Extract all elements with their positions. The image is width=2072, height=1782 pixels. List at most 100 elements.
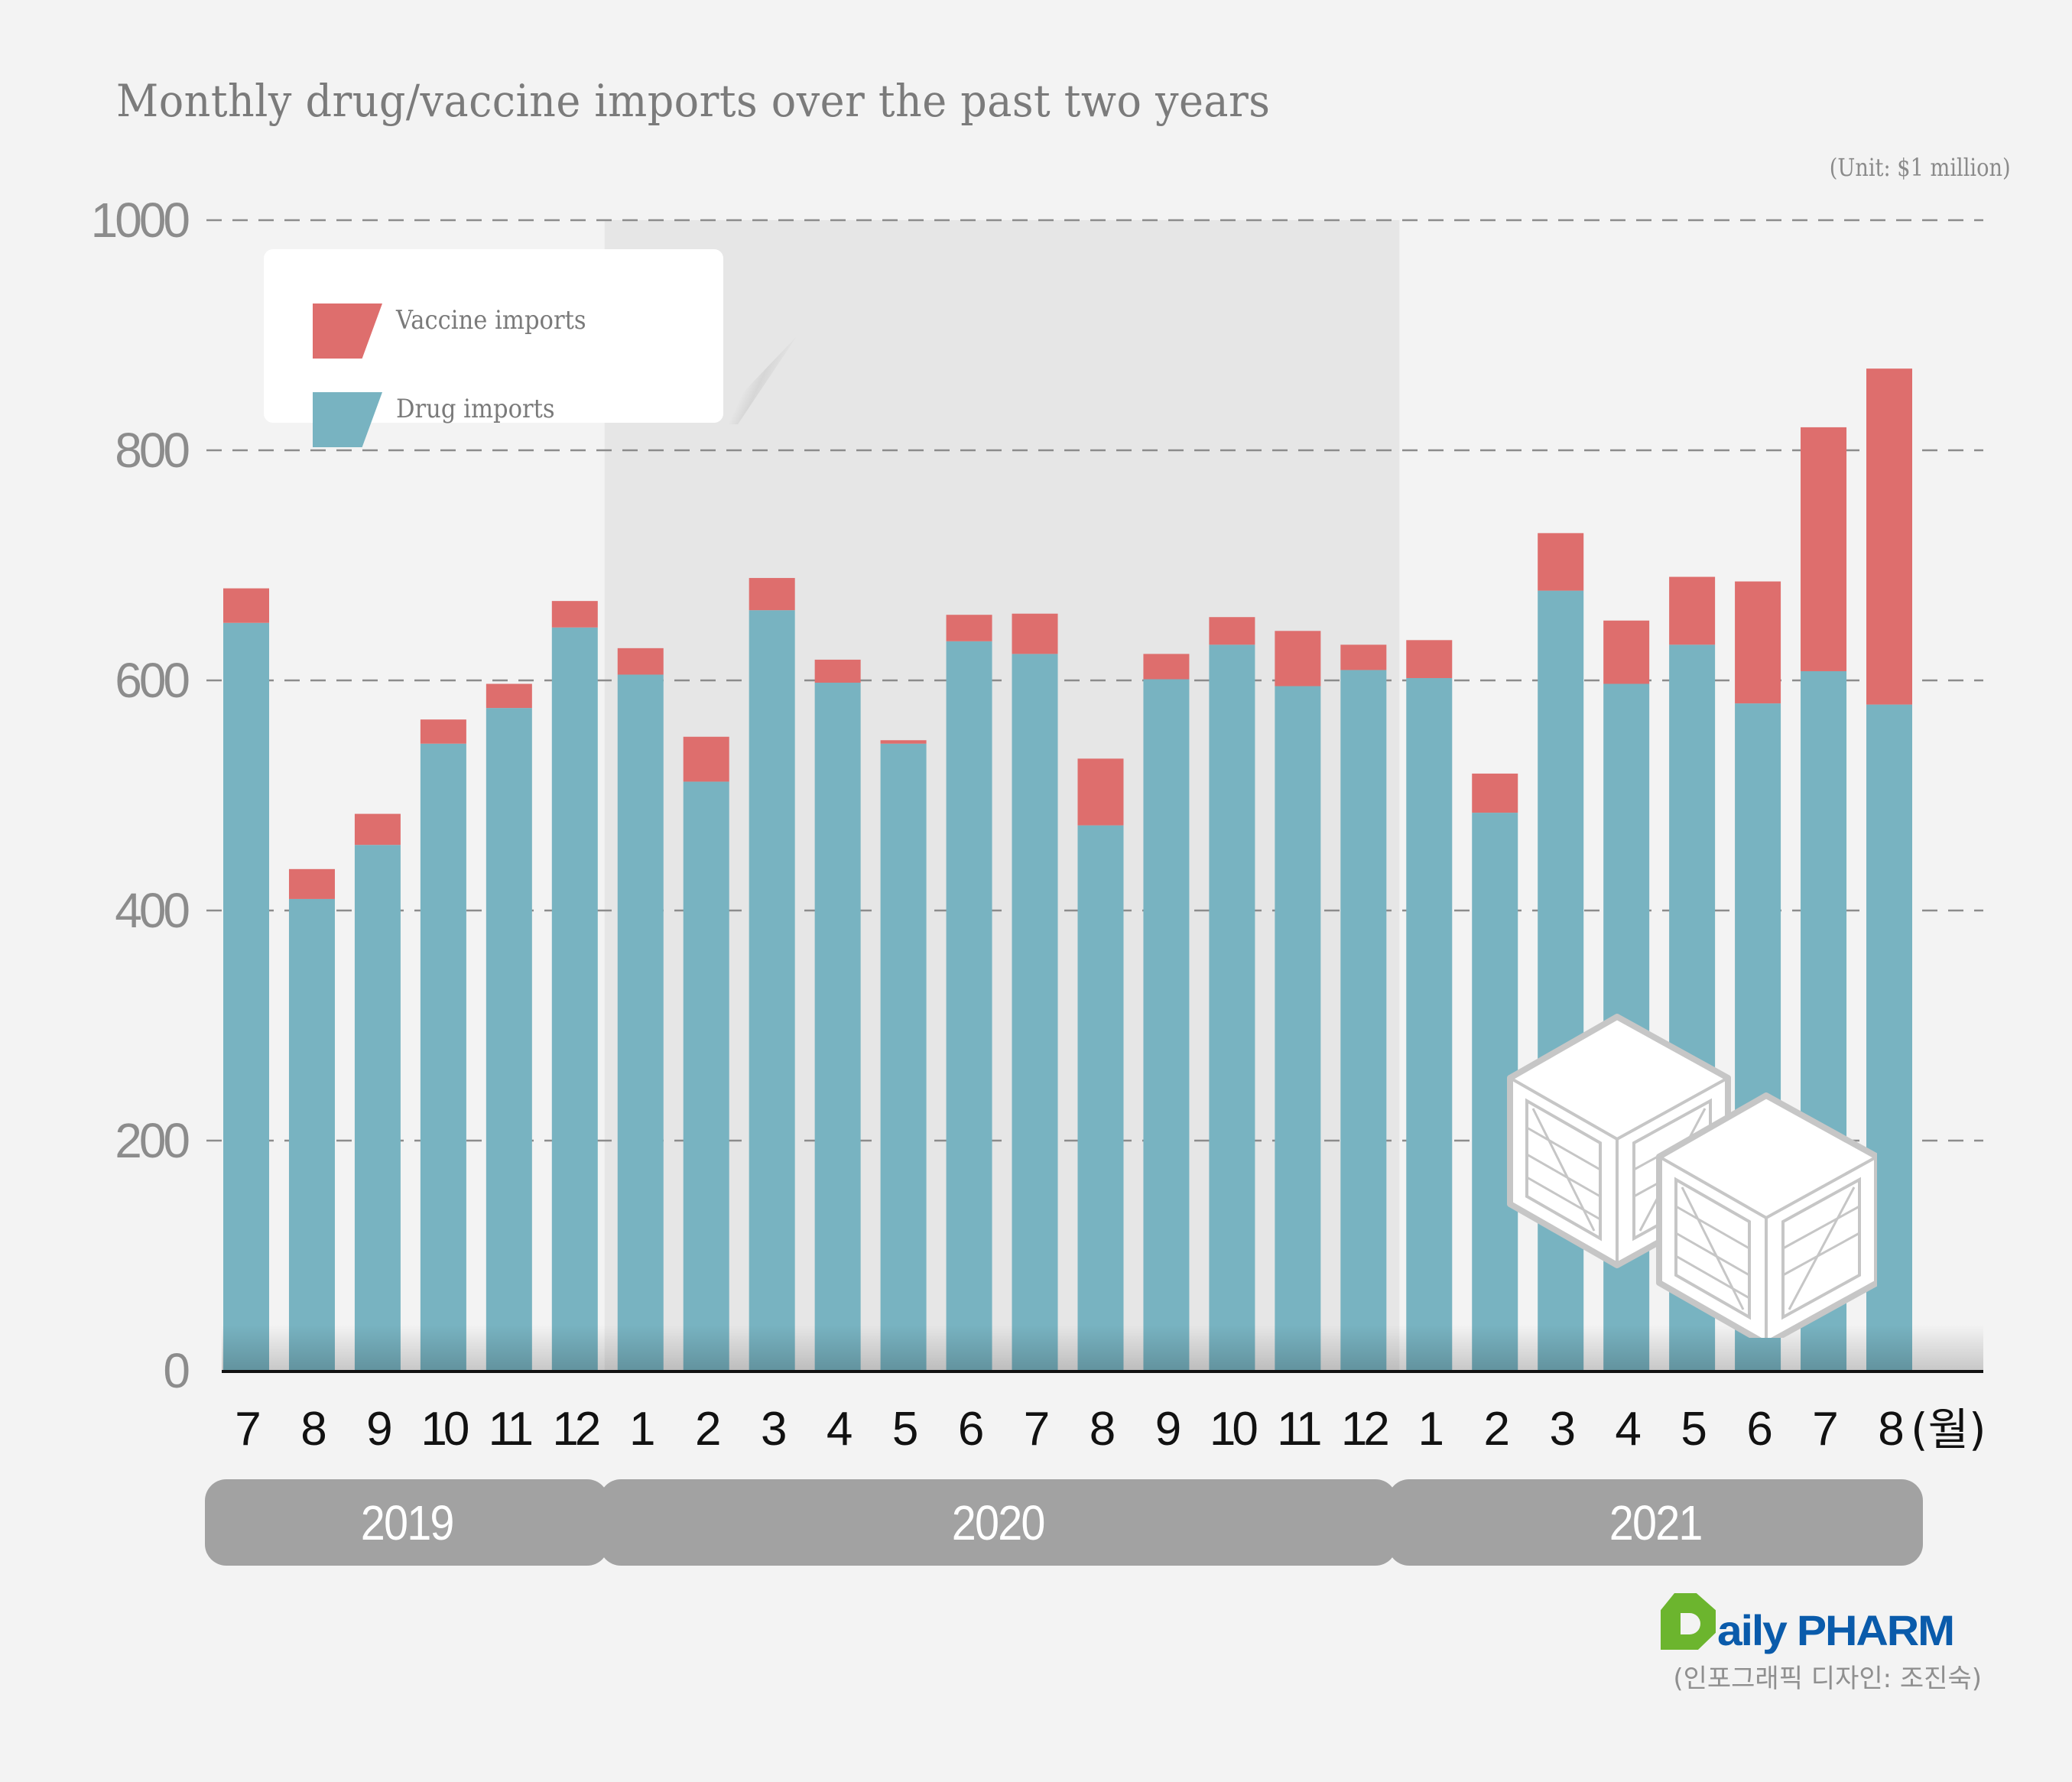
bar-group [223, 588, 269, 1371]
x-tick-label: 7 [235, 1403, 259, 1456]
y-tick-label: 400 [115, 883, 189, 938]
bar-vaccine [749, 578, 795, 611]
bar-group [1340, 644, 1387, 1371]
bar-group [1077, 758, 1124, 1371]
x-tick-label: 6 [958, 1403, 982, 1456]
bar-drug [814, 683, 861, 1371]
chart-title: Monthly drug/vaccine imports over the pa… [116, 75, 1271, 127]
y-tick-label: 200 [115, 1113, 189, 1168]
x-tick-label: 8 [300, 1403, 325, 1456]
bar-group [1866, 368, 1912, 1371]
x-tick-label: 10 [1210, 1403, 1257, 1456]
bar-drug [683, 781, 729, 1371]
bar-vaccine [1538, 533, 1584, 591]
baseline-shade [222, 1325, 1983, 1371]
bar-vaccine [617, 648, 664, 675]
x-tick-label: 3 [1549, 1403, 1573, 1456]
bar-group [354, 813, 401, 1371]
x-tick-label: 7 [1812, 1403, 1837, 1456]
legend-swatch-drug [313, 392, 382, 447]
bar-vaccine [1143, 654, 1190, 680]
x-tick-label: 12 [1341, 1403, 1388, 1456]
year-band-2019: 2019 [205, 1479, 609, 1566]
bar-vaccine [1275, 631, 1321, 687]
bar-drug [354, 845, 401, 1371]
bar-vaccine [1406, 640, 1453, 678]
year-label: 2019 [360, 1495, 454, 1550]
bar-vaccine [288, 868, 335, 899]
bar-vaccine [486, 683, 532, 709]
bar-vaccine [1801, 427, 1847, 671]
logo-wordmark: aily PHARM [1717, 1606, 1955, 1654]
legend: Vaccine imports Drug imports [264, 249, 723, 447]
year-band-2020: 2020 [599, 1479, 1398, 1566]
x-tick-label: 4 [827, 1403, 852, 1456]
bar-vaccine [354, 813, 401, 846]
bar-drug [486, 708, 532, 1371]
legend-item-vaccine: Vaccine imports [313, 303, 607, 359]
legend-item-drug: Drug imports [313, 392, 573, 447]
bar-group [1143, 654, 1190, 1371]
bar-drug [1406, 677, 1453, 1371]
bar-drug [946, 641, 992, 1371]
bar-vaccine [1866, 368, 1912, 705]
bar-group [617, 648, 664, 1371]
bar-group [814, 659, 861, 1371]
bar-vaccine [814, 659, 861, 683]
x-tick-label: 12 [552, 1403, 599, 1456]
bar-drug [288, 898, 335, 1371]
logo-d-mark-icon [1661, 1593, 1716, 1650]
bar-group [1275, 631, 1321, 1371]
bar-group [288, 868, 335, 1371]
legend-swatch-vaccine [313, 303, 382, 359]
unit-label: (Unit: $1 million) [1830, 153, 2011, 182]
y-tick-label: 1000 [91, 193, 190, 248]
bar-drug [1077, 825, 1124, 1371]
y-tick-label: 800 [115, 423, 189, 478]
bar-drug [617, 674, 664, 1371]
legend-label-vaccine: Vaccine imports [396, 305, 586, 336]
x-tick-label: 3 [761, 1403, 785, 1456]
bar-drug [1209, 644, 1255, 1371]
x-tick-label: 2 [1483, 1403, 1508, 1456]
bar-drug [1012, 654, 1058, 1371]
x-tick-label: 10 [421, 1403, 468, 1456]
bar-group [749, 578, 795, 1371]
x-tick-label: 9 [366, 1403, 391, 1456]
month-unit-suffix: (월) [1911, 1404, 1986, 1456]
bar-vaccine [880, 740, 927, 744]
bar-group [946, 615, 992, 1371]
x-tick-label: 11 [1277, 1403, 1320, 1456]
bar-vaccine [1340, 644, 1387, 670]
crate-icon [1656, 1092, 1877, 1338]
legend-label-drug: Drug imports [396, 394, 555, 424]
bar-vaccine [551, 601, 598, 628]
bar-group [420, 719, 466, 1371]
bar-vaccine [1472, 773, 1518, 813]
x-tick-label: 5 [892, 1403, 917, 1456]
y-tick-label: 0 [163, 1343, 189, 1398]
bar-drug [420, 743, 466, 1371]
x-tick-label: 7 [1024, 1403, 1048, 1456]
x-tick-label: 6 [1746, 1403, 1771, 1456]
bar-vaccine [1209, 617, 1255, 645]
bar-vaccine [1077, 758, 1124, 826]
bar-vaccine [1669, 576, 1716, 645]
bar-drug [880, 743, 927, 1371]
bar-group [486, 683, 532, 1371]
year-label: 2020 [952, 1495, 1046, 1550]
x-tick-label: 4 [1615, 1403, 1640, 1456]
bar-drug [551, 627, 598, 1371]
dailypharm-logo: aily PHARM [1661, 1593, 1955, 1652]
y-tick-label: 600 [115, 653, 189, 708]
x-tick-label: 5 [1681, 1403, 1705, 1456]
bar-group [1209, 617, 1255, 1371]
bar-vaccine [1603, 620, 1650, 684]
bar-drug [1275, 686, 1321, 1371]
design-credit: (인포그래픽 디자인: 조진숙) [1673, 1664, 1982, 1694]
bar-group [1406, 640, 1453, 1371]
year-label: 2021 [1609, 1495, 1703, 1550]
bar-vaccine [1012, 613, 1058, 654]
bar-group [683, 736, 729, 1371]
bar-vaccine [420, 719, 466, 744]
